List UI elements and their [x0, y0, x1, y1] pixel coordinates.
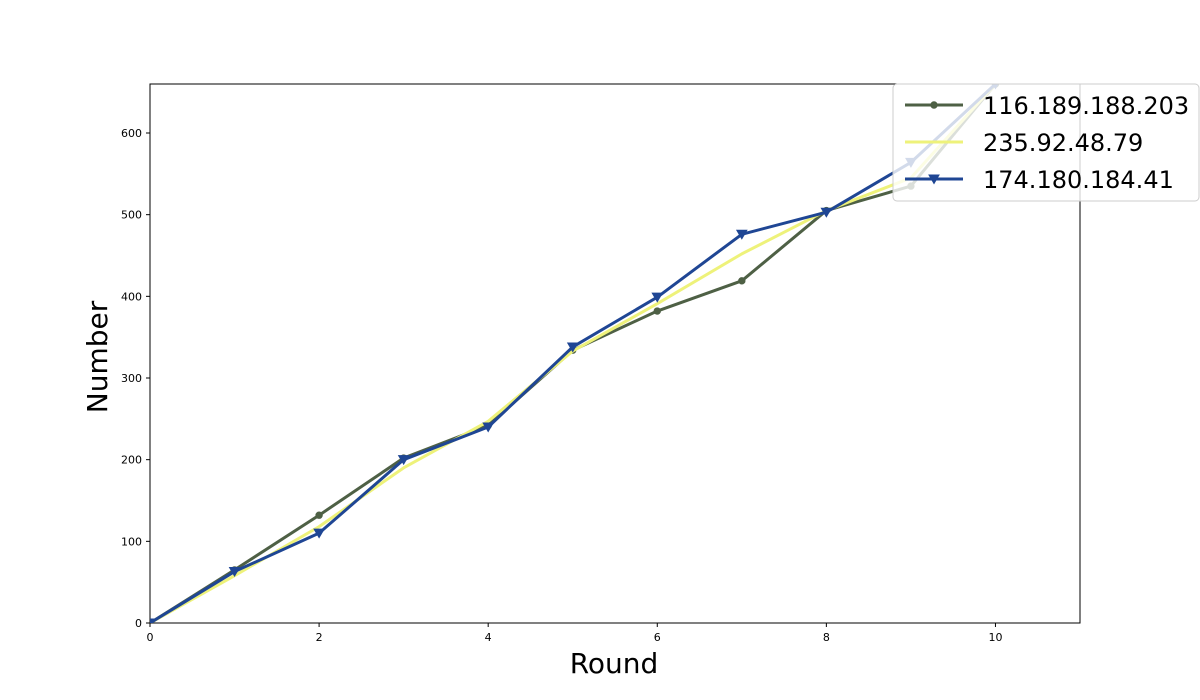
legend-item: 235.92.48.79	[905, 129, 1143, 157]
legend-item: 116.189.188.203	[905, 92, 1189, 120]
x-tick-label: 8	[823, 631, 830, 644]
y-tick-label: 500	[121, 209, 142, 222]
x-axis-ticks: 0 2 4 6 8 10	[147, 623, 1002, 644]
y-tick-label: 200	[121, 454, 142, 467]
series-3-point	[482, 422, 495, 433]
series-3-point	[735, 229, 748, 240]
y-tick-label: 400	[121, 290, 142, 303]
series-3-point	[150, 618, 156, 623]
series-3-point	[651, 292, 664, 303]
y-tick-label: 300	[121, 372, 142, 385]
legend-item: 174.180.184.41	[905, 166, 1174, 194]
legend-marker	[930, 101, 938, 109]
series-3-point	[313, 528, 325, 539]
x-tick-label: 0	[147, 631, 154, 644]
y-tick-label: 0	[135, 617, 142, 630]
series-3-point	[228, 567, 241, 578]
legend-label: 174.180.184.41	[983, 166, 1174, 194]
series-1	[150, 84, 1000, 623]
y-axis-label: Number	[81, 300, 114, 413]
legend-marker	[928, 174, 940, 185]
series-1-point	[653, 307, 661, 315]
series-3-point	[397, 455, 410, 466]
x-axis-label: Round	[570, 647, 659, 680]
legend-box	[892, 83, 1200, 202]
series-3-point	[820, 207, 833, 218]
legend-label: 235.92.48.79	[983, 129, 1143, 157]
series-1-point	[315, 511, 323, 519]
series-3-point	[566, 342, 579, 353]
y-tick-label: 100	[121, 535, 142, 548]
legend: 116.189.188.203 235.92.48.79 174.180.184.4…	[892, 83, 1200, 202]
series-3	[150, 84, 999, 623]
series-1-point	[738, 277, 746, 285]
plot-frame	[149, 83, 1081, 624]
y-tick-label: 600	[121, 127, 142, 140]
plot-area	[149, 83, 1081, 624]
x-tick-label: 2	[316, 631, 323, 644]
x-tick-label: 6	[654, 631, 661, 644]
x-tick-label: 4	[485, 631, 492, 644]
x-tick-label: 10	[988, 631, 1002, 644]
y-axis-ticks: 0 100 200 300 400 500 600	[121, 127, 150, 630]
legend-label: 116.189.188.203	[983, 92, 1189, 120]
